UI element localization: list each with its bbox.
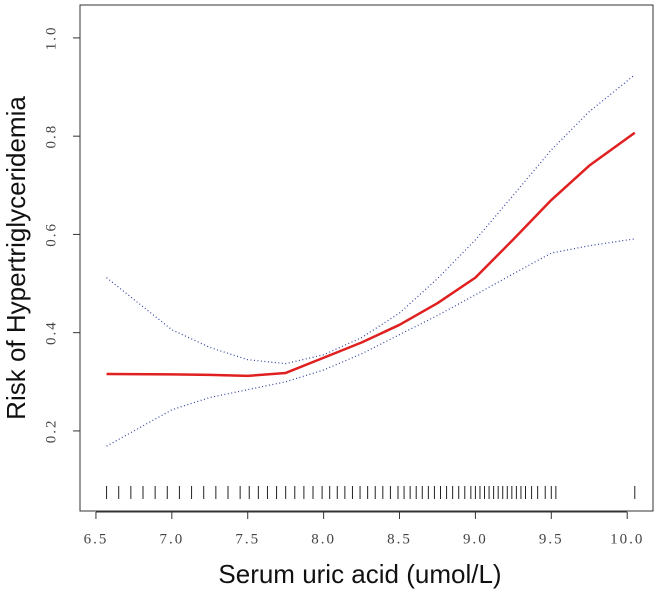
x-tick-label: 7.0 xyxy=(159,531,184,547)
y-tick-label: 1.0 xyxy=(43,26,59,51)
confidence-band xyxy=(106,238,635,447)
x-tick-label: 7.5 xyxy=(235,531,260,547)
y-axis-label: Risk of Hypertriglyceridemia xyxy=(1,96,31,420)
y-tick-label: 0.2 xyxy=(43,419,59,444)
confidence-band xyxy=(106,74,636,365)
x-axis-label: Serum uric acid (umol/L) xyxy=(218,559,501,589)
x-tick-label: 8.0 xyxy=(311,531,336,547)
plot-box xyxy=(79,4,654,512)
fit-line xyxy=(106,131,636,378)
y-tick-label: 0.4 xyxy=(43,320,59,345)
x-tick-label: 9.0 xyxy=(463,531,488,547)
x-tick-label: 8.5 xyxy=(387,531,412,547)
x-tick-label: 6.5 xyxy=(84,531,109,547)
x-tick-label: 10.0 xyxy=(610,531,644,547)
x-tick-label: 9.5 xyxy=(539,531,564,547)
y-tick-label: 0.8 xyxy=(43,124,59,149)
y-tick-label: 0.6 xyxy=(43,222,59,247)
